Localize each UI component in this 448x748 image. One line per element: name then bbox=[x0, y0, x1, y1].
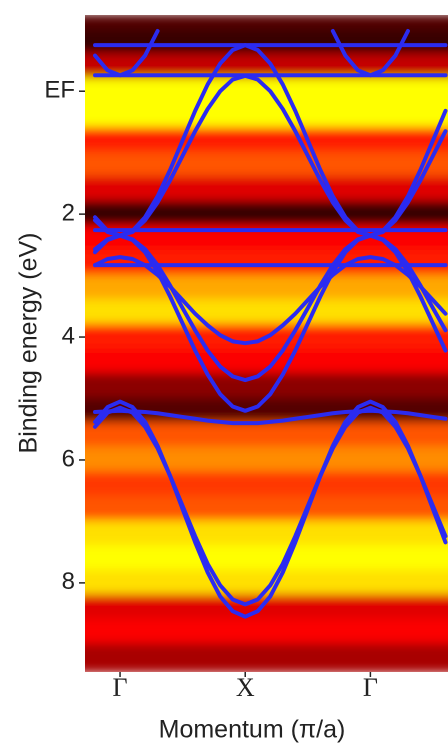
y-tick-label: EF bbox=[44, 77, 75, 104]
intensity-stripe bbox=[85, 471, 448, 498]
intensity-map bbox=[85, 15, 448, 672]
axes: EF 2 4 6 8 Γ X Γ bbox=[44, 77, 378, 702]
x-tick-label: Γ bbox=[113, 673, 128, 702]
band-line bbox=[93, 233, 448, 413]
intensity-stripe bbox=[85, 151, 448, 179]
intensity-stripe bbox=[85, 28, 448, 56]
y-tick-label: 4 bbox=[62, 322, 75, 349]
x-tick-label: X bbox=[236, 673, 255, 702]
intensity-stripe bbox=[85, 299, 448, 326]
y-axis-title: Binding energy (eV) bbox=[15, 233, 43, 454]
band-line bbox=[93, 399, 448, 619]
x-axis-title: Momentum (π/a) bbox=[159, 716, 346, 744]
bands bbox=[93, 28, 448, 619]
intensity-stripe bbox=[85, 520, 448, 548]
x-tick-label: Γ bbox=[363, 673, 378, 702]
intensity-stripe bbox=[85, 545, 448, 572]
intensity-stripe bbox=[85, 446, 448, 474]
intensity-stripe bbox=[85, 127, 448, 154]
band-line bbox=[93, 73, 448, 238]
intensity-stripe bbox=[85, 176, 448, 203]
intensity-stripe bbox=[85, 495, 448, 523]
y-tick-label: 2 bbox=[62, 199, 75, 226]
intensity-stripe bbox=[85, 102, 448, 130]
y-tick-label: 6 bbox=[62, 445, 75, 472]
y-tick-label: 8 bbox=[62, 568, 75, 595]
band-line bbox=[93, 28, 410, 78]
intensity-stripe bbox=[85, 618, 448, 646]
intensity-stripe bbox=[85, 643, 448, 672]
intensity-stripe bbox=[85, 274, 448, 302]
intensity-stripe bbox=[85, 372, 448, 400]
intensity-stripe bbox=[85, 77, 448, 105]
band-line bbox=[93, 255, 448, 346]
intensity-stripe bbox=[85, 15, 448, 31]
